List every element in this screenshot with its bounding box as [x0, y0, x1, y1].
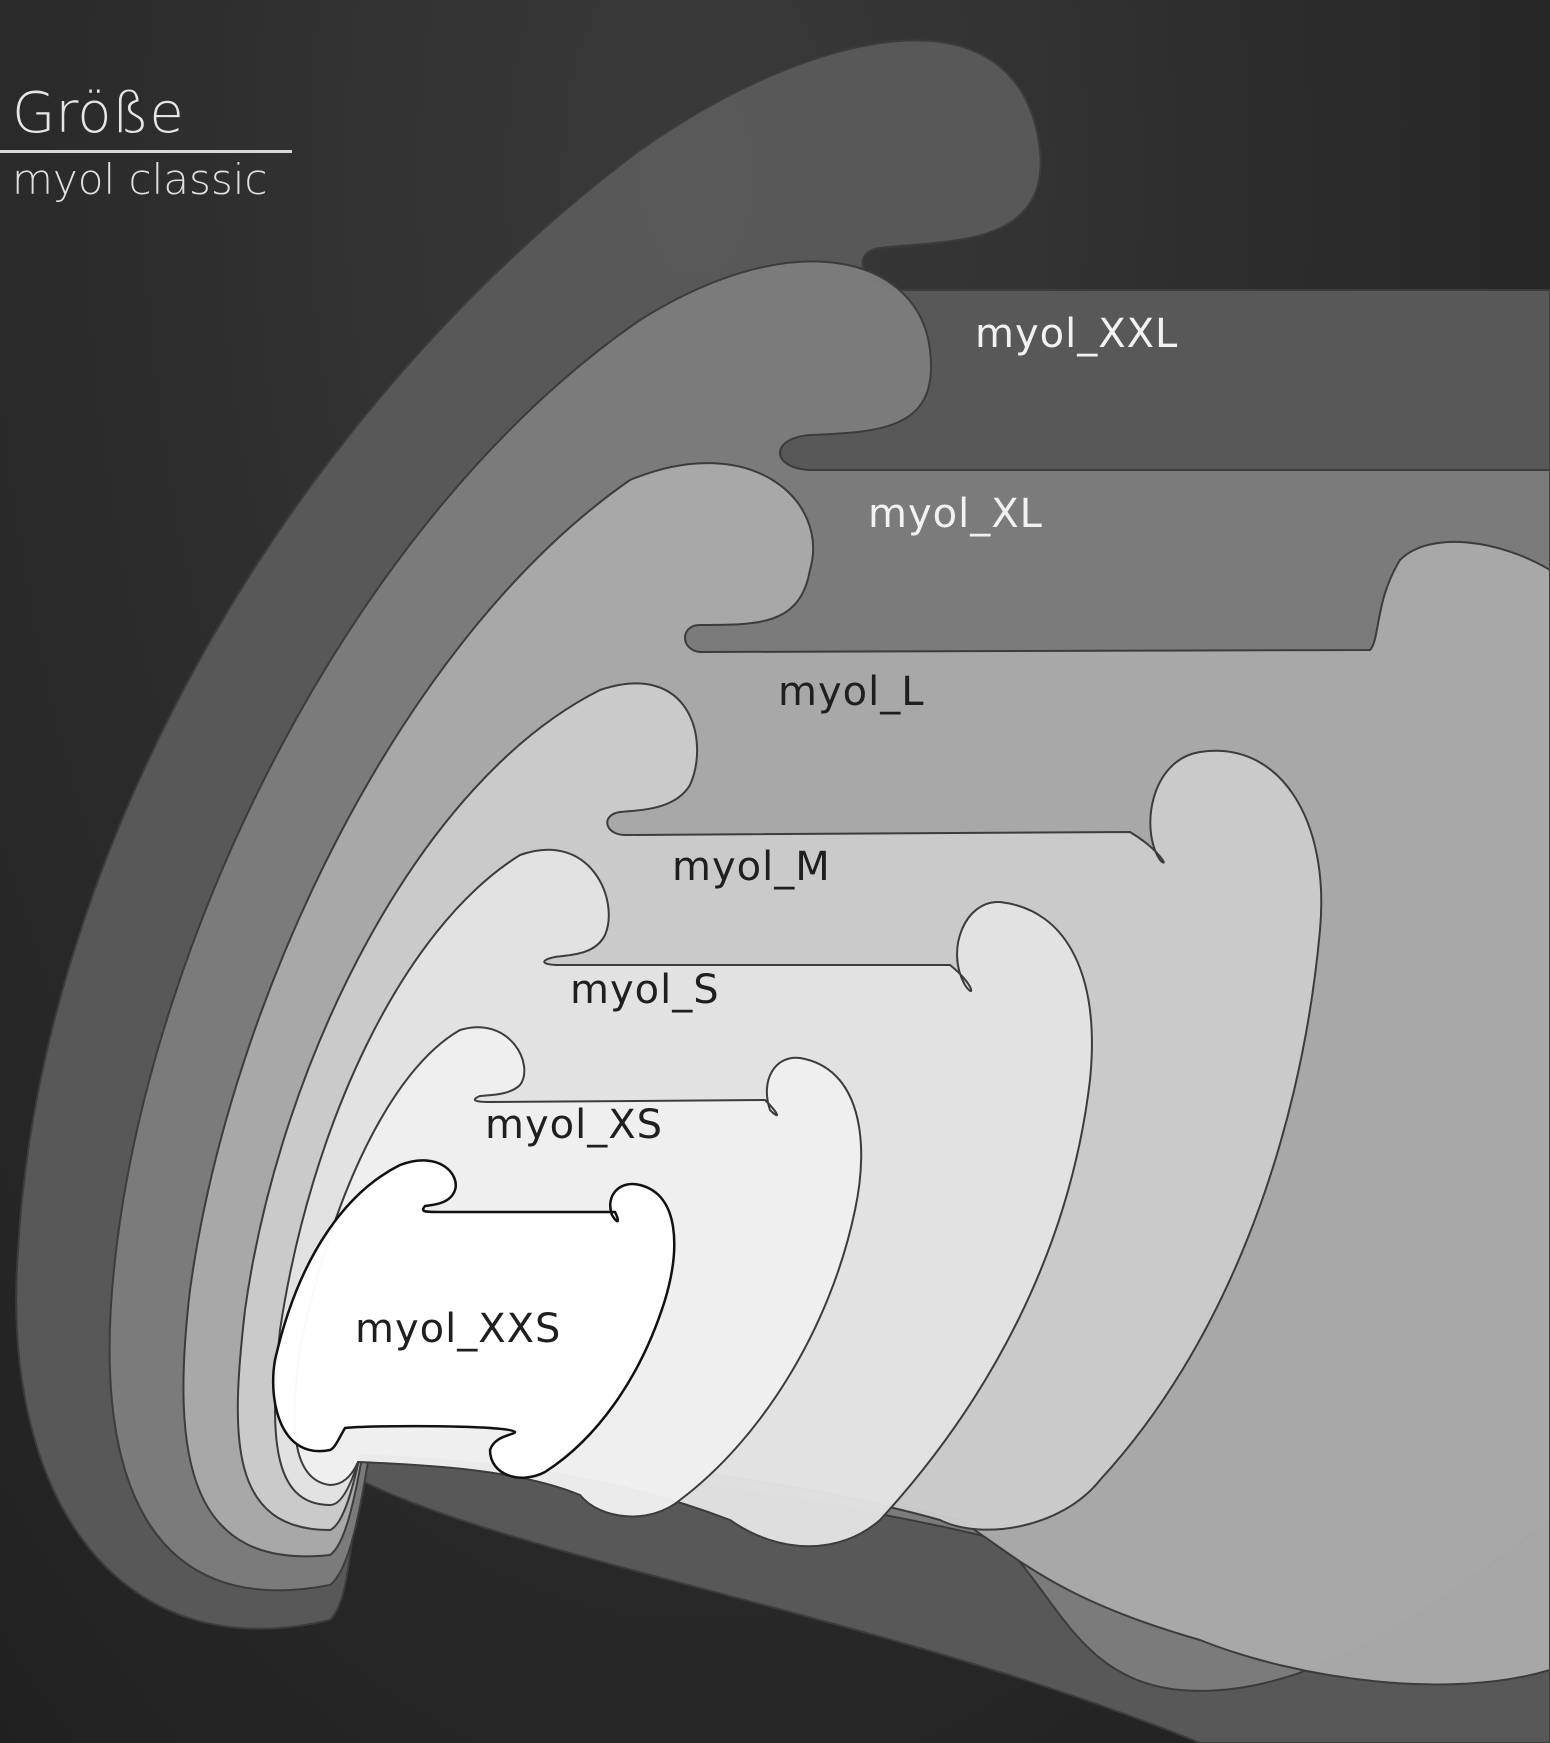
size-label-xl: myol_XL — [868, 491, 1043, 537]
size-label-s: myol_S — [570, 967, 720, 1013]
title-block: Größe myol classic — [0, 78, 300, 207]
size-label-m: myol_M — [672, 844, 831, 890]
size-label-xs: myol_XS — [485, 1102, 663, 1148]
size-label-l: myol_L — [778, 669, 925, 715]
size-label-xxs: myol_XXS — [355, 1306, 561, 1352]
size-label-xxl: myol_XXL — [975, 311, 1178, 357]
page-title: Größe — [12, 81, 184, 146]
page-subtitle: myol classic — [12, 155, 268, 204]
size-shape-xxs: myol_XXS — [271, 1159, 676, 1479]
title-divider — [0, 150, 292, 153]
